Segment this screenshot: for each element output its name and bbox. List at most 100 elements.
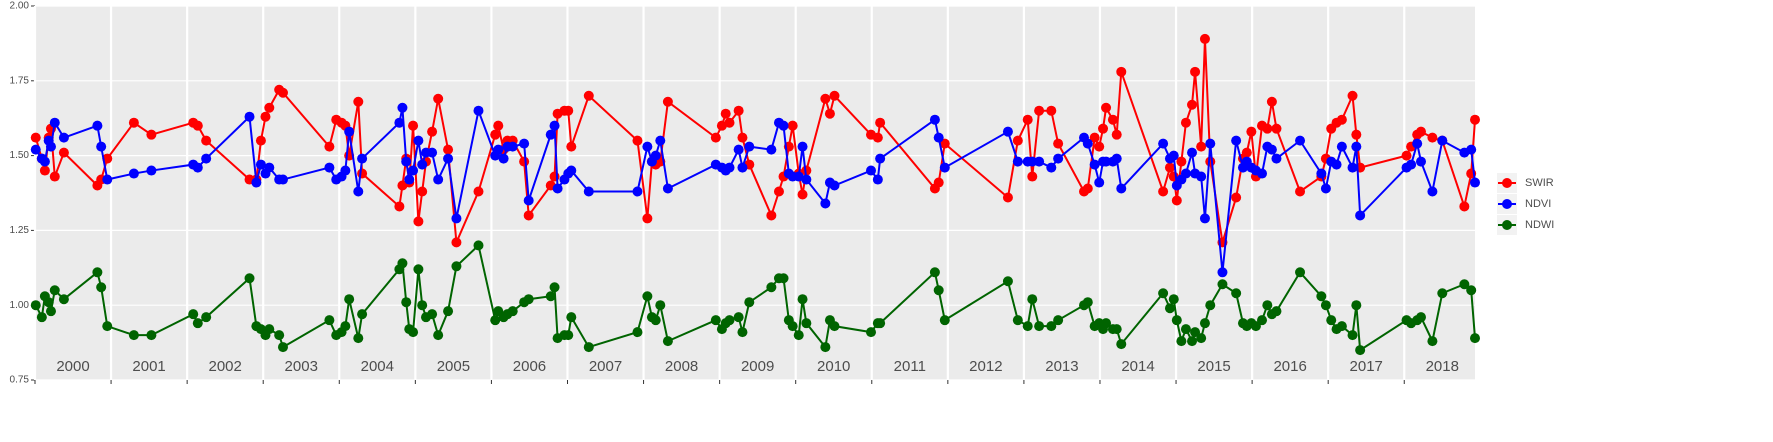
data-point bbox=[1199, 213, 1210, 224]
y-tick-label: 1.50 bbox=[10, 150, 30, 161]
data-point bbox=[473, 105, 484, 116]
legend-point bbox=[1502, 220, 1512, 230]
data-point bbox=[1437, 135, 1448, 146]
data-point bbox=[277, 174, 288, 185]
data-point bbox=[39, 165, 50, 176]
data-point bbox=[413, 216, 424, 227]
data-point bbox=[1205, 156, 1216, 167]
data-point bbox=[1158, 138, 1169, 149]
data-point bbox=[1022, 321, 1033, 332]
year-label: 2016 bbox=[1273, 358, 1306, 375]
data-point bbox=[1164, 162, 1175, 173]
data-point bbox=[563, 330, 574, 341]
data-point bbox=[829, 90, 840, 101]
data-point bbox=[1180, 324, 1191, 335]
data-point bbox=[1320, 183, 1331, 194]
data-point bbox=[251, 177, 262, 188]
data-point bbox=[1205, 138, 1216, 149]
data-point bbox=[710, 315, 721, 326]
data-point bbox=[1427, 186, 1438, 197]
data-point bbox=[58, 294, 69, 305]
year-label: 2002 bbox=[208, 358, 241, 375]
data-point bbox=[30, 144, 41, 155]
data-point bbox=[824, 108, 835, 119]
data-point bbox=[264, 102, 275, 113]
data-point bbox=[443, 306, 454, 317]
data-point bbox=[801, 174, 812, 185]
data-point bbox=[1271, 153, 1282, 164]
data-point bbox=[408, 165, 419, 176]
y-tick-label: 1.00 bbox=[10, 300, 30, 311]
data-point bbox=[1116, 339, 1127, 350]
data-point bbox=[1266, 144, 1277, 155]
data-point bbox=[875, 153, 886, 164]
data-point bbox=[933, 177, 944, 188]
data-point bbox=[417, 159, 428, 170]
data-point bbox=[1111, 153, 1122, 164]
data-point bbox=[866, 327, 877, 338]
year-label: 2011 bbox=[894, 358, 926, 375]
y-tick-label: 1.75 bbox=[10, 75, 30, 86]
data-point bbox=[1053, 315, 1064, 326]
data-point bbox=[1246, 126, 1257, 137]
data-point bbox=[829, 180, 840, 191]
year-label: 2009 bbox=[741, 358, 774, 375]
year-label: 2013 bbox=[1045, 358, 1078, 375]
data-point bbox=[1012, 135, 1023, 146]
data-point bbox=[324, 162, 335, 173]
data-point bbox=[1196, 141, 1207, 152]
data-point bbox=[1271, 123, 1282, 134]
data-point bbox=[773, 186, 784, 197]
data-point bbox=[490, 315, 501, 326]
data-point bbox=[1262, 123, 1273, 134]
data-point bbox=[1351, 141, 1362, 152]
data-point bbox=[787, 120, 798, 131]
data-point bbox=[357, 309, 368, 320]
data-point bbox=[1190, 66, 1201, 77]
data-point bbox=[710, 132, 721, 143]
data-point bbox=[1470, 114, 1480, 125]
data-point bbox=[344, 126, 355, 137]
data-point bbox=[1094, 177, 1105, 188]
data-point bbox=[1415, 312, 1426, 323]
data-point bbox=[632, 327, 643, 338]
data-point bbox=[1168, 150, 1179, 161]
data-point bbox=[102, 174, 113, 185]
data-point bbox=[1002, 276, 1013, 287]
data-point bbox=[1094, 141, 1105, 152]
data-point bbox=[427, 147, 438, 158]
data-point bbox=[766, 144, 777, 155]
data-point bbox=[1053, 138, 1064, 149]
data-point bbox=[766, 210, 777, 221]
data-point bbox=[787, 321, 798, 332]
data-point bbox=[1002, 126, 1013, 137]
data-point bbox=[1199, 318, 1210, 329]
data-point bbox=[498, 153, 509, 164]
data-point bbox=[766, 282, 777, 293]
data-point bbox=[939, 162, 950, 173]
y-tick-label: 1.25 bbox=[10, 225, 30, 236]
data-point bbox=[866, 165, 877, 176]
data-point bbox=[724, 162, 735, 173]
data-point bbox=[1196, 333, 1207, 344]
year-label: 2018 bbox=[1426, 358, 1459, 375]
data-point bbox=[92, 267, 103, 278]
data-point bbox=[1470, 333, 1480, 344]
data-point bbox=[1427, 336, 1438, 347]
data-point bbox=[404, 174, 415, 185]
data-point bbox=[1012, 156, 1023, 167]
data-point bbox=[433, 330, 444, 341]
data-point bbox=[1412, 138, 1423, 149]
data-point bbox=[1351, 129, 1362, 140]
data-point bbox=[146, 129, 157, 140]
data-point bbox=[1415, 156, 1426, 167]
data-point bbox=[1415, 126, 1426, 137]
data-point bbox=[1295, 186, 1306, 197]
data-point bbox=[793, 171, 804, 182]
year-label: 2017 bbox=[1350, 358, 1383, 375]
data-point bbox=[96, 282, 107, 293]
data-point bbox=[875, 318, 886, 329]
data-point bbox=[413, 135, 424, 146]
data-point bbox=[1101, 102, 1112, 113]
data-point bbox=[933, 285, 944, 296]
